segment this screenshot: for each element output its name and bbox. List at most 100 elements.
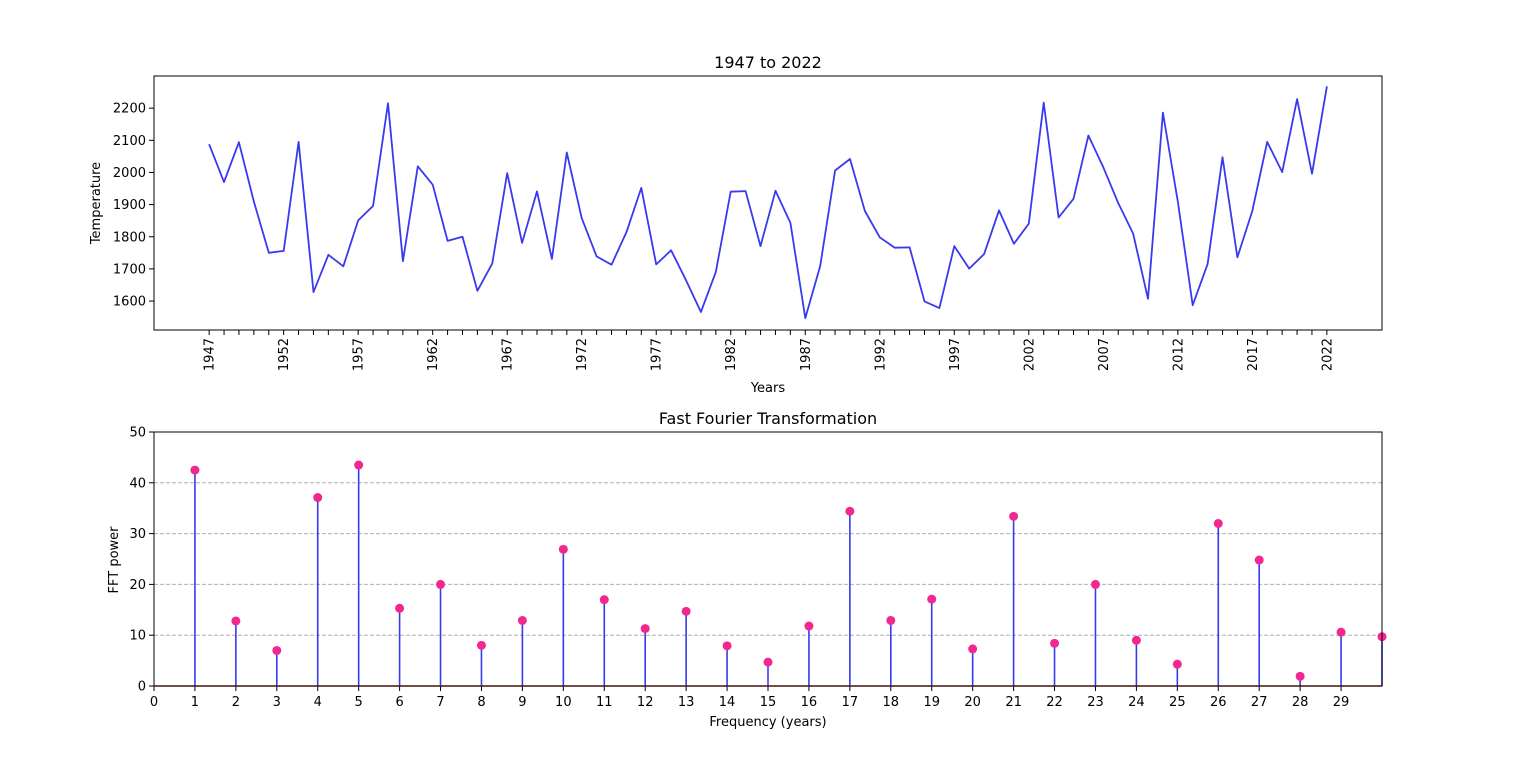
stem-marker (1295, 671, 1305, 681)
top-y-axis-label: Temperature (89, 162, 104, 245)
x-tick-label: 0 (150, 695, 158, 710)
stem-marker (476, 640, 486, 650)
x-tick-label: 5 (355, 695, 363, 710)
x-tick-label: 2007 (1097, 338, 1112, 371)
y-tick-label: 1700 (113, 262, 146, 277)
x-tick-label: 2017 (1246, 338, 1261, 371)
bottom-chart-title: Fast Fourier Transformation (659, 409, 877, 428)
bottom-y-axis-label: FFT power (107, 526, 122, 594)
stem-marker (1213, 518, 1223, 528)
stem-marker (1009, 511, 1019, 521)
stem-marker (313, 493, 323, 503)
x-tick-label: 1957 (352, 338, 367, 371)
x-tick-label: 2 (232, 695, 240, 710)
stem-marker (558, 544, 568, 554)
x-tick-label: 19 (923, 695, 940, 710)
stem-marker (517, 615, 527, 625)
x-tick-label: 2002 (1022, 338, 1037, 371)
stem-marker (272, 645, 282, 655)
x-tick-label: 1 (191, 695, 199, 710)
y-tick-label: 50 (129, 426, 146, 441)
x-tick-label: 2012 (1171, 338, 1186, 371)
y-tick-label: 30 (129, 527, 146, 542)
stem-marker (640, 624, 650, 634)
y-tick-label: 2200 (113, 102, 146, 117)
x-tick-label: 12 (637, 695, 654, 710)
x-tick-label: 6 (395, 695, 403, 710)
x-tick-label: 25 (1169, 695, 1186, 710)
temperature-line (208, 86, 1328, 320)
x-tick-label: 10 (555, 695, 572, 710)
stem-marker (1131, 635, 1141, 645)
x-tick-label: 29 (1333, 695, 1350, 710)
stem-marker (722, 641, 732, 651)
stem-marker (1336, 627, 1346, 637)
y-tick-label: 1600 (113, 295, 146, 310)
stem-marker (804, 621, 814, 631)
x-tick-label: 27 (1251, 695, 1268, 710)
x-tick-label: 7 (436, 695, 444, 710)
stem-marker (1254, 555, 1264, 565)
x-tick-label: 1992 (873, 338, 888, 371)
y-tick-label: 10 (129, 629, 146, 644)
stem-marker (681, 606, 691, 616)
y-tick-label: 1800 (113, 230, 146, 245)
y-tick-label: 2000 (113, 166, 146, 181)
x-tick-label: 1962 (426, 338, 441, 371)
bottom-plot-frame (153, 431, 1383, 687)
x-tick-label: 1947 (203, 338, 218, 371)
stem-marker (763, 657, 773, 667)
x-tick-label: 1997 (948, 338, 963, 371)
x-tick-label: 16 (801, 695, 818, 710)
x-tick-label: 3 (273, 695, 281, 710)
x-tick-label: 1987 (799, 338, 814, 371)
stem-marker (1050, 638, 1060, 648)
x-tick-label: 23 (1087, 695, 1104, 710)
x-tick-label: 24 (1128, 695, 1145, 710)
x-tick-label: 1967 (501, 338, 516, 371)
x-tick-label: 17 (842, 695, 859, 710)
x-tick-label: 1982 (724, 338, 739, 371)
y-tick-label: 20 (129, 578, 146, 593)
y-tick-label: 40 (129, 476, 146, 491)
x-tick-label: 1972 (575, 338, 590, 371)
y-tick-label: 1900 (113, 198, 146, 213)
top-plot-area: 1600 1700 1800 1900 2000 2100 2200 1947 1952 1957… (113, 75, 1383, 371)
stem-marker (927, 594, 937, 604)
stem-marker (968, 644, 978, 654)
top-x-axis-label: Years (750, 381, 786, 396)
stem-marker (1090, 579, 1100, 589)
x-tick-label: 1977 (650, 338, 665, 371)
stem-marker (395, 603, 405, 613)
x-tick-label: 2022 (1320, 338, 1335, 371)
x-tick-label: 1952 (277, 338, 292, 371)
top-chart-title: 1947 to 2022 (714, 53, 822, 72)
x-tick-label: 9 (518, 695, 526, 710)
x-tick-label: 15 (760, 695, 777, 710)
stem-marker (1172, 659, 1182, 669)
top-plot-frame (153, 75, 1383, 331)
bottom-panel: Fast Fourier Transformation Frequency (y… (107, 409, 1387, 730)
x-tick-label: 8 (477, 695, 485, 710)
stem-marker (354, 460, 364, 470)
x-tick-label: 18 (883, 695, 900, 710)
x-tick-label: 14 (719, 695, 736, 710)
x-tick-label: 11 (596, 695, 613, 710)
y-tick-label: 2100 (113, 134, 146, 149)
x-tick-label: 21 (1005, 695, 1022, 710)
x-tick-label: 20 (964, 695, 981, 710)
bottom-x-axis-label: Frequency (years) (709, 715, 826, 730)
x-tick-label: 4 (314, 695, 322, 710)
x-tick-label: 22 (1046, 695, 1063, 710)
x-tick-label: 26 (1210, 695, 1227, 710)
stem-marker (231, 616, 241, 626)
stem-marker (599, 595, 609, 605)
stem-marker (845, 506, 855, 516)
top-panel: 1947 to 2022 Years Temperature 160017001… (89, 53, 1383, 396)
x-tick-label: 13 (678, 695, 695, 710)
stem-marker (436, 579, 446, 589)
stem-marker (190, 465, 200, 475)
x-tick-label: 28 (1292, 695, 1309, 710)
